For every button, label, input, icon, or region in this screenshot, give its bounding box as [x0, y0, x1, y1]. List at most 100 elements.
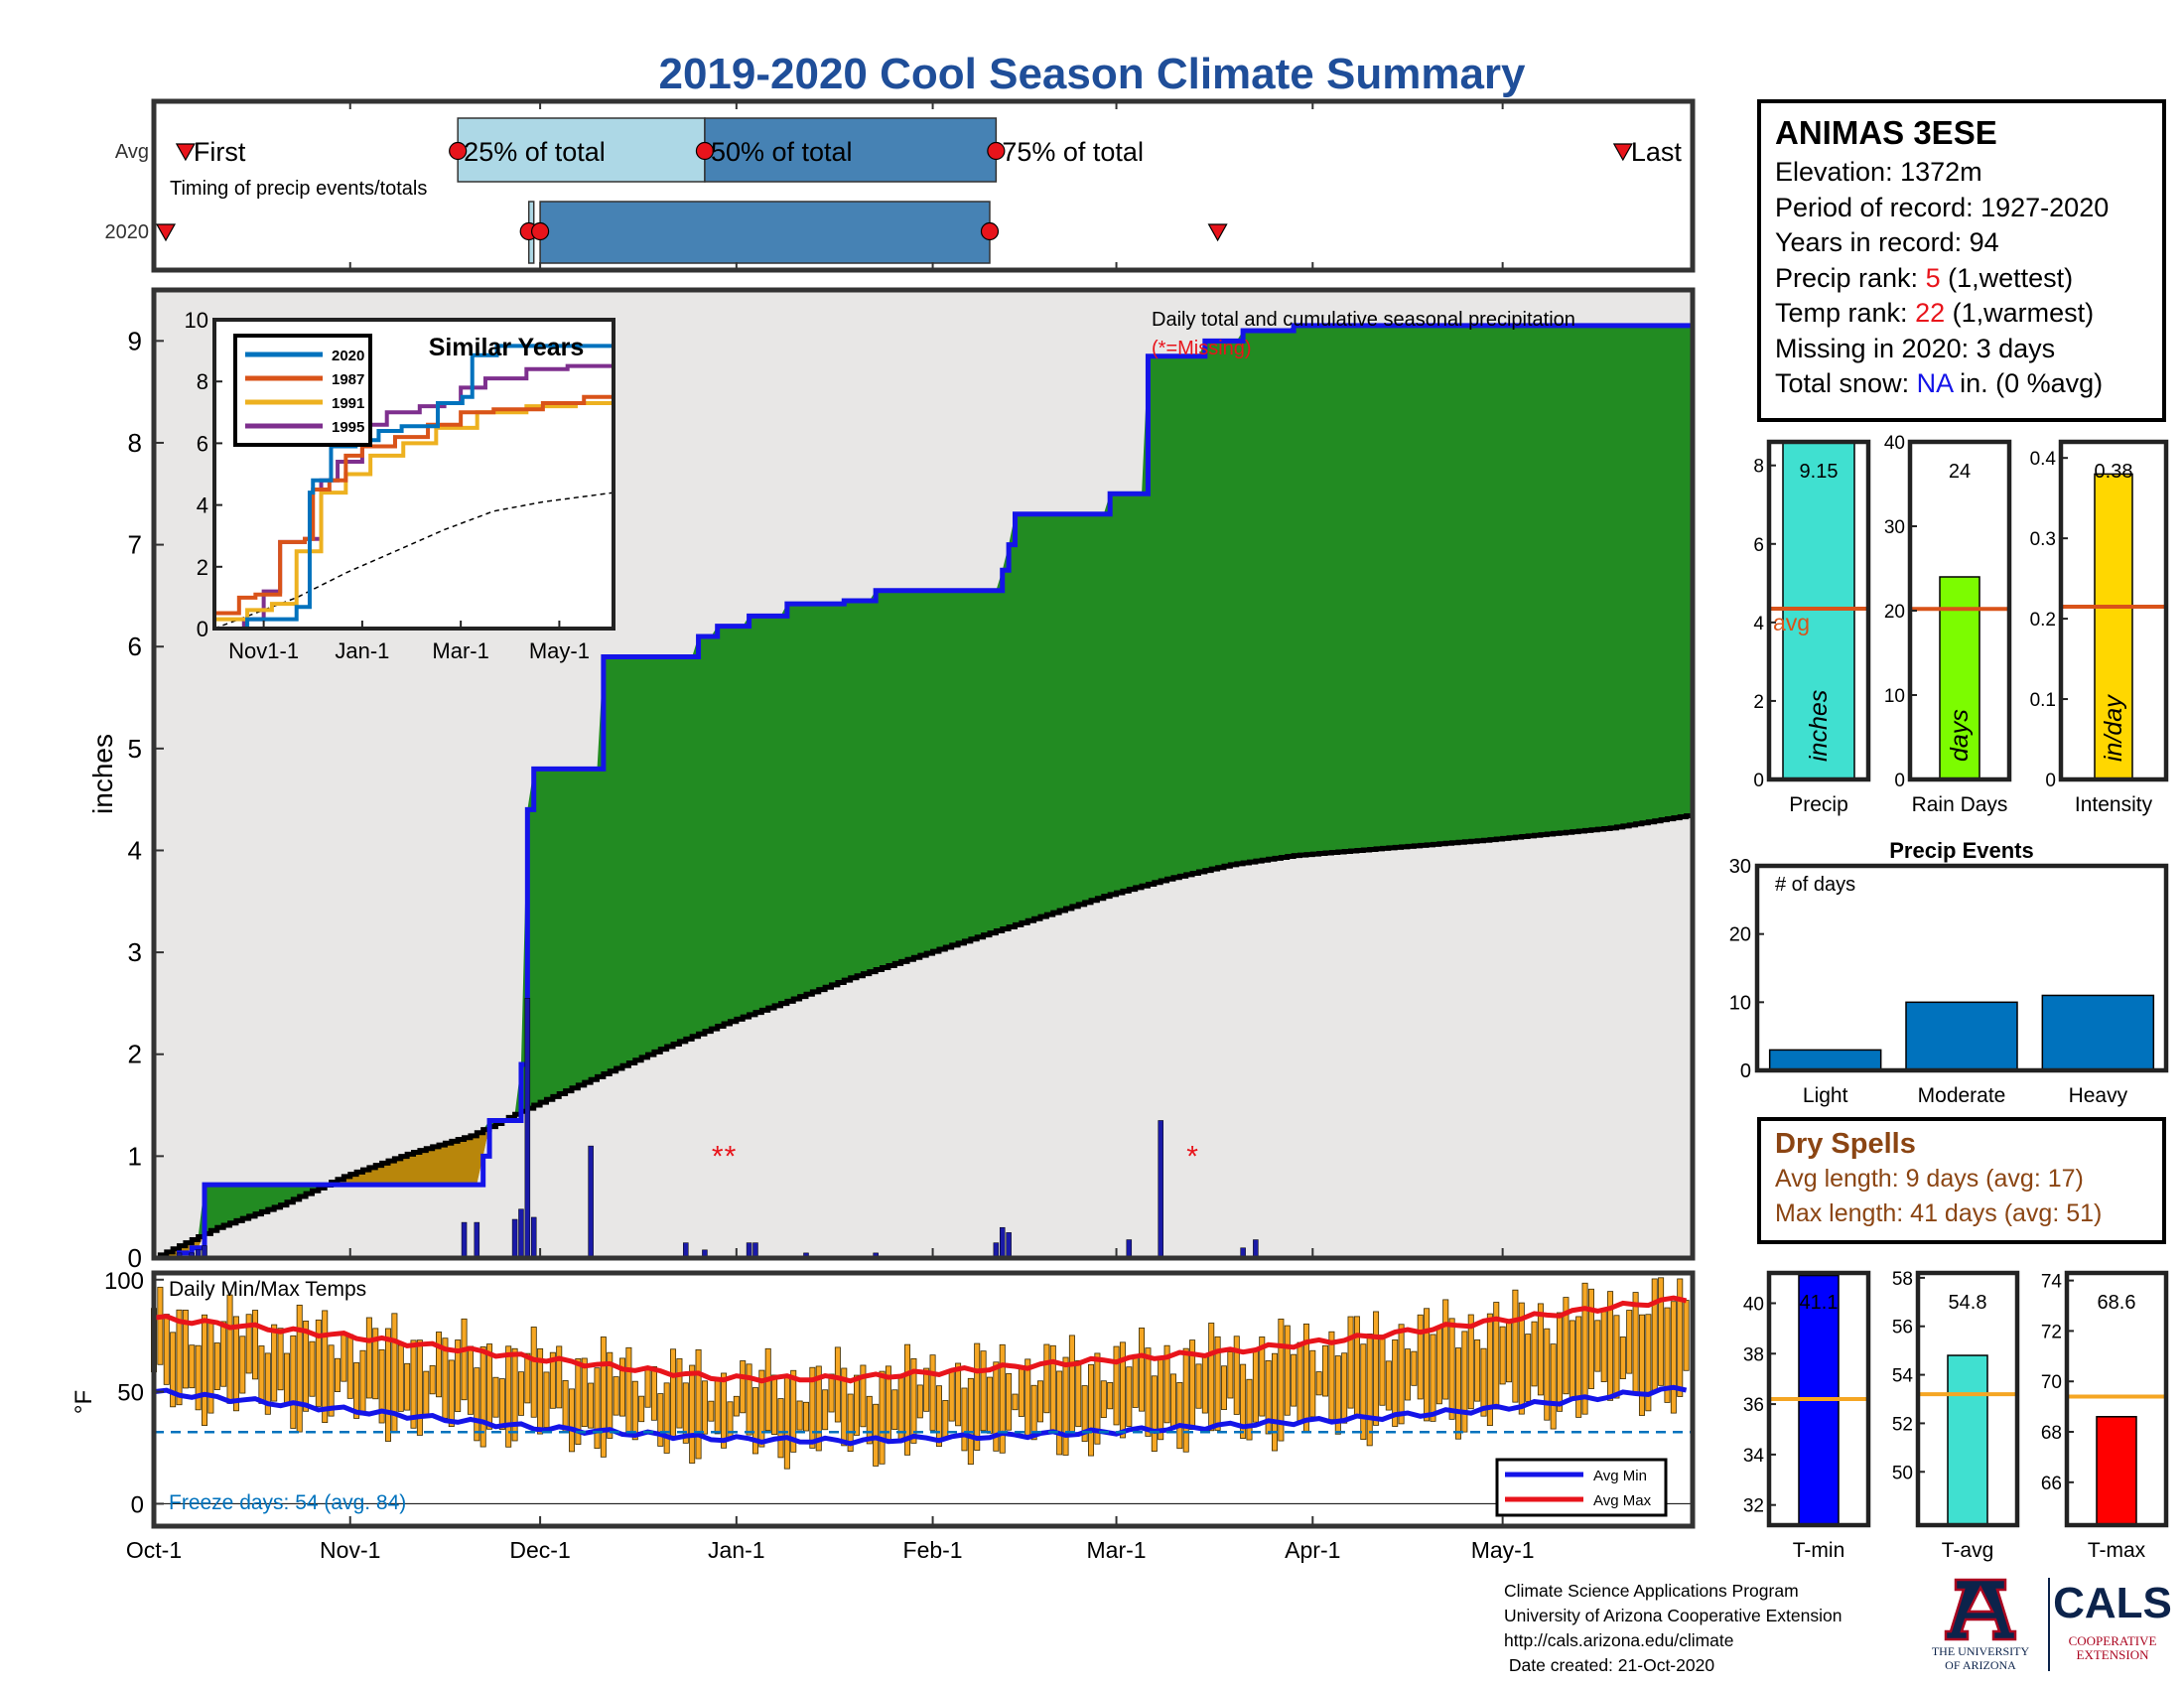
- daily-temp-bar: [322, 1310, 329, 1424]
- summary-y-tick-label: 0.4: [2030, 449, 2057, 470]
- daily-temp-bar: [359, 1349, 366, 1416]
- daily-temp-bar: [448, 1359, 455, 1428]
- daily-temp-bar: [232, 1316, 239, 1412]
- daily-temp-bar: [1677, 1278, 1684, 1397]
- daily-temp-bar: [1284, 1325, 1291, 1416]
- station-line-suffix: (1,warmest): [1945, 298, 2095, 328]
- y-tick-label: 2: [128, 1040, 142, 1069]
- daily-temp-bar: [334, 1357, 341, 1392]
- daily-temp-bar: [163, 1314, 170, 1385]
- dry-spells-max: Max length: 41 days (avg: 51): [1775, 1199, 2103, 1227]
- inset-y-tick-label: 6: [197, 431, 208, 456]
- daily-temp-bar: [796, 1400, 803, 1431]
- daily-temp-bar: [1176, 1381, 1183, 1450]
- precip-events-bar: [1905, 1001, 2018, 1071]
- daily-temp-bar: [245, 1314, 252, 1374]
- daily-temp-bar: [296, 1304, 303, 1433]
- daily-temp-bar: [309, 1340, 316, 1397]
- daily-temp-bar: [1398, 1324, 1405, 1425]
- daily-temp-bar: [935, 1385, 942, 1447]
- x-tick-label: Apr-1: [1285, 1537, 1340, 1563]
- precip_summary-avg-label: avg: [1773, 610, 1810, 635]
- daily-temp-bar: [239, 1336, 246, 1394]
- daily-temp-bar: [841, 1367, 848, 1447]
- daily-temp-bar: [847, 1393, 854, 1453]
- daily-temp-bar: [264, 1352, 271, 1415]
- daily-temp-bar: [1525, 1334, 1532, 1402]
- temp-legend-label: Avg Max: [1593, 1492, 1652, 1509]
- daily-temp-bar: [1107, 1382, 1114, 1410]
- station-line-label: Missing in 2020:: [1775, 333, 1977, 363]
- daily-temp-bar: [530, 1327, 537, 1418]
- daily-temp-bar: [916, 1384, 923, 1419]
- daily-temp-bar: [873, 1403, 880, 1467]
- daily-temp-bar: [1145, 1347, 1152, 1437]
- daily-temp-bar: [429, 1364, 436, 1395]
- daily-temp-bar: [1309, 1349, 1316, 1418]
- daily-temp-bar: [1006, 1372, 1013, 1431]
- station-line-value: 1372m: [1900, 157, 1982, 187]
- tmax_summary-value-bar: [2096, 1416, 2137, 1526]
- station-line-snow: Total snow: NA in. (0 %avg): [1775, 366, 2148, 402]
- daily-temp-bar: [594, 1367, 601, 1450]
- daily-temp-bar: [1619, 1336, 1626, 1379]
- inset-title: Similar Years: [429, 334, 585, 361]
- inset-legend-label: 2020: [332, 348, 364, 364]
- station-line-elevation: Elevation: 1372m: [1775, 155, 2148, 191]
- daily-temp-bar: [751, 1387, 758, 1455]
- station-info-panel: ANIMAS 3ESE Elevation: 1372m Period of r…: [1757, 99, 2166, 422]
- summary-y-tick-label: 38: [1743, 1344, 1764, 1365]
- cals-cooperative-extension-logo: CALS COOPERATIVE EXTENSION: [2048, 1578, 2172, 1671]
- credits-line: University of Arizona Cooperative Extens…: [1504, 1606, 1843, 1625]
- timing-label-first: First: [194, 137, 246, 167]
- inset-average-line: [213, 492, 614, 630]
- summary-y-tick-label: 0: [1753, 771, 1764, 791]
- station-line-precip-rank: Precip rank: 5 (1,wettest): [1775, 261, 2148, 297]
- y-tick-label: 0: [128, 1243, 142, 1273]
- station-line-missing: Missing in 2020: 3 days: [1775, 332, 2148, 367]
- daily-temp-bar: [1683, 1300, 1690, 1371]
- daily-temp-bar: [1018, 1368, 1024, 1417]
- daily-temp-bar: [1512, 1289, 1519, 1403]
- daily-temp-bar: [1182, 1347, 1189, 1453]
- daily-temp-bar: [967, 1377, 974, 1466]
- y-tick-label: 6: [128, 632, 142, 661]
- daily-temp-bar: [1366, 1334, 1373, 1447]
- daily-precip-bar: [474, 1221, 480, 1259]
- precip-events-x-label: Heavy: [2069, 1084, 2128, 1107]
- daily-temp-bar: [410, 1339, 417, 1429]
- daily-temp-bar: [783, 1376, 790, 1470]
- daily-temp-bar: [1068, 1335, 1075, 1436]
- daily-temp-bar: [644, 1368, 651, 1408]
- daily-temp-bar: [771, 1374, 778, 1436]
- daily-temp-bar: [1474, 1338, 1481, 1402]
- daily-temp-bar: [436, 1332, 443, 1398]
- daily-temp-bar: [923, 1367, 930, 1412]
- daily-temp-bar: [315, 1319, 322, 1407]
- avg-max-temp-line: [153, 1295, 1688, 1384]
- x-tick-label: May-1: [1471, 1537, 1535, 1563]
- daily-temp-bar: [1297, 1341, 1303, 1422]
- daily-temp-bar: [1613, 1315, 1620, 1399]
- temp-y-tick-label: 50: [117, 1380, 144, 1407]
- station-line-label: Elevation:: [1775, 157, 1901, 187]
- daily-temp-bar: [1037, 1380, 1044, 1423]
- daily-temp-bar: [815, 1365, 822, 1452]
- temp-plot-background: [154, 1273, 1693, 1526]
- daily-temp-bar: [1126, 1366, 1133, 1427]
- inset-legend-label: 1995: [332, 419, 364, 436]
- daily-temp-bar: [1664, 1307, 1671, 1403]
- daily-temp-bar: [1151, 1375, 1158, 1452]
- precip_summary-x-label: Precip: [1789, 793, 1848, 816]
- daily-temp-bar: [993, 1361, 1000, 1452]
- timing-2020-box-50-75: [539, 201, 991, 264]
- inset-x-tick-label: Mar-1: [432, 638, 488, 663]
- daily-temp-bar: [986, 1376, 993, 1434]
- daily-temp-bar: [1259, 1336, 1266, 1417]
- daily-temp-bar: [378, 1348, 385, 1424]
- daily-temp-bar: [1563, 1297, 1570, 1395]
- daily-temp-bar: [277, 1328, 284, 1391]
- daily-temp-bar: [1214, 1336, 1221, 1431]
- credits-block: Climate Science Applications Program Univ…: [1504, 1579, 1842, 1678]
- daily-temp-bar: [1442, 1299, 1449, 1400]
